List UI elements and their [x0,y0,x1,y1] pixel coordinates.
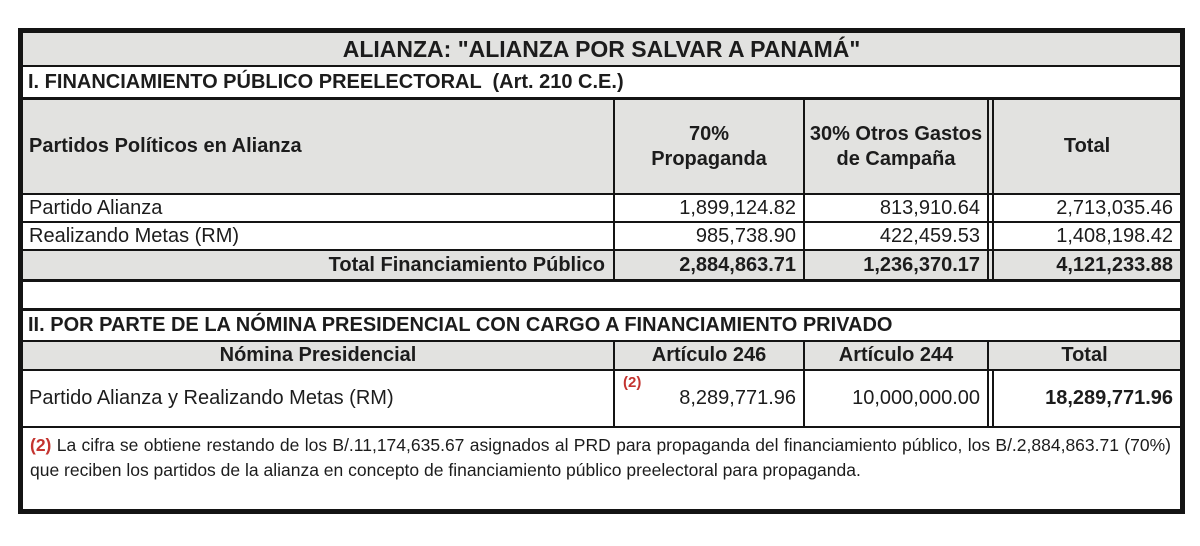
amount-cell-articulo-244: 10,000,000.00 [803,371,987,426]
party-name-cell: Partido Alianza y Realizando Metas (RM) [29,387,394,409]
party-name-cell: Partido Alianza [29,196,163,219]
col-header-total2: Total [987,342,1180,369]
section2-heading: II. POR PARTE DE LA NÓMINA PRESIDENCIAL … [23,311,1180,342]
section1-header-row: Partidos Políticos en Alianza 70% Propag… [23,100,1180,195]
section-divider-spacer [23,282,1180,311]
total-amount-cell: 4,121,233.88 [987,251,1180,279]
total-amount-cell: 1,236,370.17 [803,251,987,279]
table-row-partido-alianza: Partido Alianza 1,899,124.82 813,910.64 … [23,195,1180,223]
amount-cell: 422,459.53 [803,223,987,249]
col-header-partidos: Partidos Políticos en Alianza [29,135,302,157]
table-row-total-financiamiento: Total Financiamiento Público 2,884,863.7… [23,251,1180,282]
col-header-propaganda: 70% Propaganda [613,100,803,193]
footnote-ref-marker: (2) [623,374,642,391]
col-header-otros-gastos: 30% Otros Gastos de Campaña [803,100,987,193]
amount-cell: 1,408,198.42 [987,223,1180,249]
amount-cell-articulo-246: (2) 8,289,771.96 [613,371,803,426]
alliance-financing-table: ALIANZA: "ALIANZA POR SALVAR A PANAMÁ" I… [18,28,1185,514]
amount-cell: 1,899,124.82 [613,195,803,221]
footnote: (2) La cifra se obtiene restando de los … [23,428,1180,509]
footnote-text: La cifra se obtiene restando de los B/.1… [30,435,1171,480]
col-header-total: Total [987,100,1180,193]
party-name-cell: Realizando Metas (RM) [29,224,240,247]
amount-cell: 985,738.90 [613,223,803,249]
total-amount-cell: 2,884,863.71 [613,251,803,279]
table-row-realizando-metas: Realizando Metas (RM) 985,738.90 422,459… [23,223,1180,251]
section1-heading: I. FINANCIAMIENTO PÚBLICO PREELECTORAL (… [23,67,1180,100]
footnote-ref: (2) [30,435,57,455]
col-header-articulo-244: Artículo 244 [803,342,987,369]
total-label-cell: Total Financiamiento Público [328,253,605,276]
col-header-nomina: Nómina Presidencial [219,344,417,366]
table-row-nomina-presidencial: Partido Alianza y Realizando Metas (RM) … [23,371,1180,428]
amount-cell: 2,713,035.46 [987,195,1180,221]
col-header-articulo-246: Artículo 246 [613,342,803,369]
amount-cell: 813,910.64 [803,195,987,221]
grand-total-cell: 18,289,771.96 [987,371,1180,426]
table-title: ALIANZA: "ALIANZA POR SALVAR A PANAMÁ" [23,33,1180,67]
section2-header-row: Nómina Presidencial Artículo 246 Artícul… [23,342,1180,371]
